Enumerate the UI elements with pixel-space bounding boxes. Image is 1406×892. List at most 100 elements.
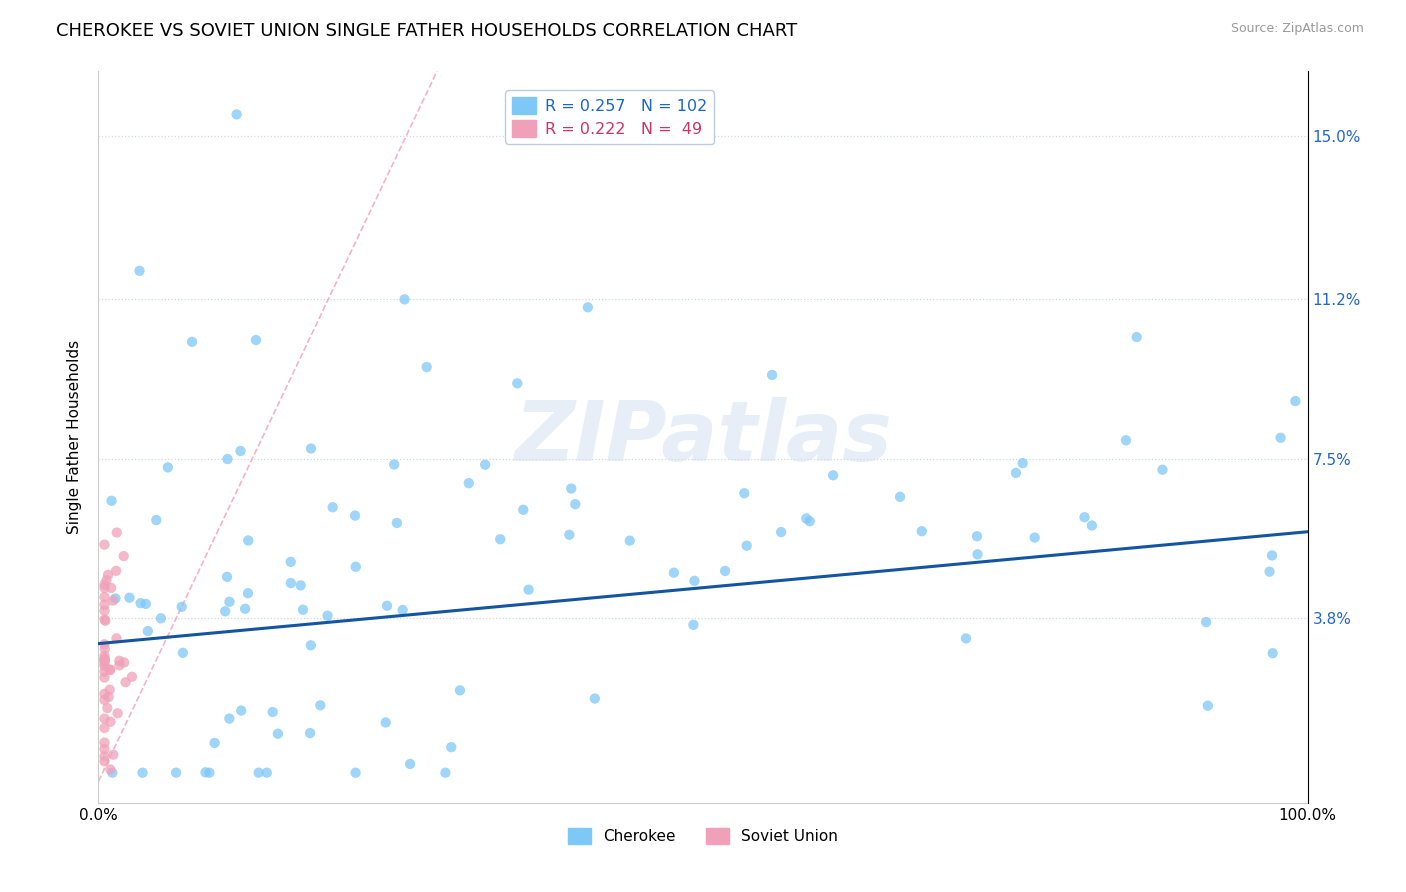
- Point: [1081, 518, 1104, 533]
- Point: [229, 444, 252, 458]
- Point: [93, 755, 115, 769]
- Point: [823, 468, 845, 483]
- Point: [382, 458, 405, 472]
- Point: [374, 715, 396, 730]
- Point: [108, 654, 131, 668]
- Point: [966, 547, 988, 561]
- Point: [149, 611, 172, 625]
- Point: [1115, 434, 1137, 448]
- Point: [93, 598, 115, 612]
- Point: [93, 735, 115, 749]
- Point: [93, 538, 115, 552]
- Point: [576, 301, 599, 315]
- Point: [93, 671, 115, 685]
- Point: [93, 665, 115, 679]
- Point: [105, 564, 128, 578]
- Point: [238, 533, 260, 548]
- Point: [955, 632, 977, 646]
- Point: [558, 527, 581, 541]
- Point: [172, 646, 194, 660]
- Point: [415, 360, 437, 375]
- Point: [1270, 431, 1292, 445]
- Point: [449, 683, 471, 698]
- Point: [662, 566, 685, 580]
- Point: [100, 493, 122, 508]
- Point: [194, 765, 217, 780]
- Point: [214, 604, 236, 618]
- Point: [889, 490, 911, 504]
- Point: [1073, 510, 1095, 524]
- Point: [93, 590, 115, 604]
- Point: [93, 742, 115, 756]
- Point: [93, 654, 115, 668]
- Point: [267, 727, 290, 741]
- Point: [434, 765, 457, 780]
- Y-axis label: Single Father Households: Single Father Households: [67, 340, 83, 534]
- Point: [583, 691, 606, 706]
- Point: [560, 482, 582, 496]
- Point: [128, 264, 150, 278]
- Point: [98, 763, 121, 777]
- Point: [262, 705, 284, 719]
- Point: [1011, 456, 1033, 470]
- Point: [517, 582, 540, 597]
- Point: [1195, 615, 1218, 629]
- Text: CHEROKEE VS SOVIET UNION SINGLE FATHER HOUSEHOLDS CORRELATION CHART: CHEROKEE VS SOVIET UNION SINGLE FATHER H…: [56, 22, 797, 40]
- Point: [218, 595, 240, 609]
- Point: [96, 573, 118, 587]
- Point: [291, 603, 314, 617]
- Point: [93, 648, 115, 663]
- Point: [101, 765, 124, 780]
- Point: [247, 765, 270, 780]
- Point: [344, 559, 367, 574]
- Point: [118, 591, 141, 605]
- Point: [145, 513, 167, 527]
- Point: [96, 701, 118, 715]
- Point: [714, 564, 737, 578]
- Point: [735, 539, 758, 553]
- Legend: Cherokee, Soviet Union: Cherokee, Soviet Union: [562, 822, 844, 850]
- Point: [1125, 330, 1147, 344]
- Point: [94, 653, 117, 667]
- Point: [135, 597, 157, 611]
- Point: [966, 529, 988, 543]
- Point: [322, 500, 344, 515]
- Point: [385, 516, 408, 530]
- Point: [198, 765, 221, 780]
- Point: [103, 747, 125, 762]
- Point: [93, 581, 115, 595]
- Point: [112, 549, 135, 563]
- Point: [104, 591, 127, 606]
- Point: [399, 756, 422, 771]
- Point: [233, 601, 256, 615]
- Point: [156, 460, 179, 475]
- Point: [165, 765, 187, 780]
- Point: [231, 704, 253, 718]
- Point: [1005, 466, 1028, 480]
- Point: [1152, 463, 1174, 477]
- Point: [1197, 698, 1219, 713]
- Point: [564, 497, 586, 511]
- Point: [299, 442, 322, 456]
- Point: [344, 765, 367, 780]
- Point: [93, 749, 115, 764]
- Point: [1284, 394, 1306, 409]
- Point: [93, 613, 115, 627]
- Point: [114, 675, 136, 690]
- Point: [280, 576, 302, 591]
- Point: [290, 578, 312, 592]
- Point: [98, 663, 121, 677]
- Point: [280, 555, 302, 569]
- Point: [93, 657, 115, 671]
- Point: [93, 659, 115, 673]
- Point: [489, 533, 512, 547]
- Point: [97, 690, 120, 704]
- Point: [375, 599, 398, 613]
- Point: [215, 570, 238, 584]
- Point: [112, 656, 135, 670]
- Point: [225, 107, 247, 121]
- Point: [100, 714, 122, 729]
- Point: [1261, 646, 1284, 660]
- Point: [394, 293, 416, 307]
- Point: [94, 641, 117, 656]
